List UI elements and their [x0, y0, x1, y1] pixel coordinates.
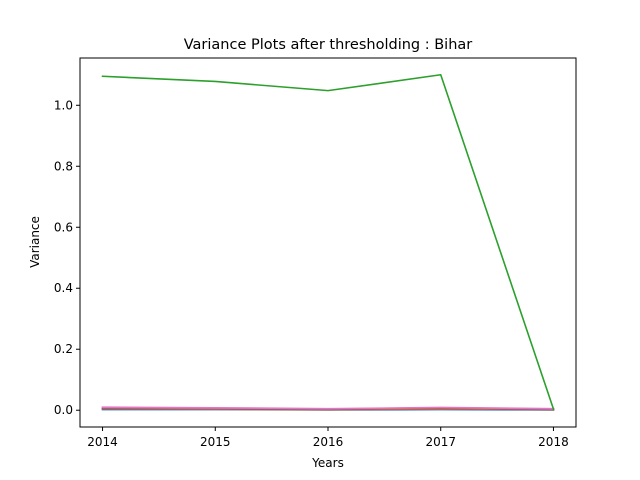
y-tick-label: 0.8: [54, 159, 73, 173]
y-axis-title: Variance: [28, 216, 42, 268]
x-tick-label: 2016: [313, 435, 344, 449]
x-tick-label: 2014: [87, 435, 118, 449]
x-tick-label: 2015: [200, 435, 231, 449]
x-tick-label: 2018: [538, 435, 569, 449]
x-axis: 2014 2015 2016 2017 2018: [87, 427, 569, 449]
series-line-0: [101, 73, 555, 411]
chart-title: Variance Plots after thresholding : Biha…: [184, 37, 473, 53]
plot-frame: [79, 57, 577, 428]
y-tick-label: 0.6: [54, 220, 73, 234]
x-axis-title: Years: [311, 456, 344, 470]
series-layer: [101, 73, 555, 411]
series-line-6: [101, 406, 555, 410]
y-tick-label: 0.2: [54, 342, 73, 356]
y-tick-label: 0.4: [54, 281, 73, 295]
y-axis: 0.0 0.2 0.4 0.6 0.8 1.0: [54, 98, 80, 417]
y-tick-label: 0.0: [54, 403, 73, 417]
x-tick-label: 2017: [425, 435, 456, 449]
y-tick-label: 1.0: [54, 98, 73, 112]
